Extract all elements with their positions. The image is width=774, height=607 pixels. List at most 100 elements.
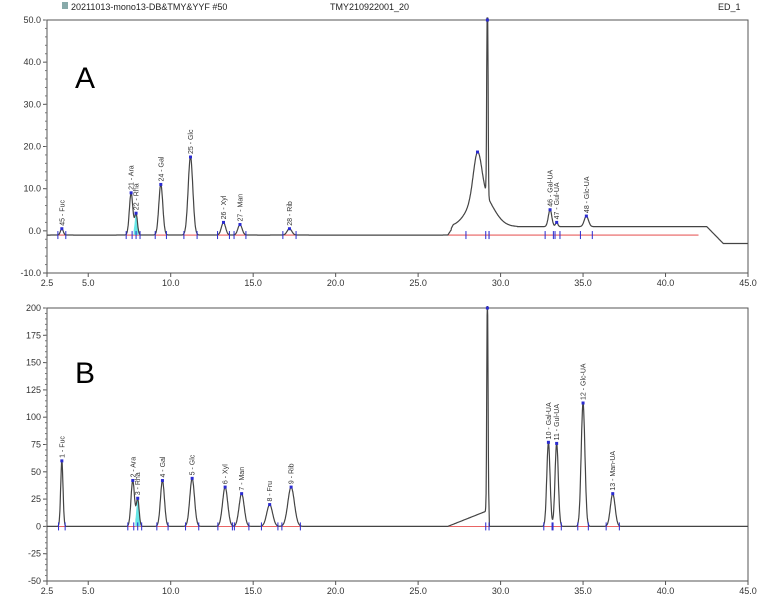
peak-label: 11 - Gul-UA <box>554 404 561 441</box>
peak-apex-marker <box>485 306 489 310</box>
chromatogram-trace <box>47 305 748 527</box>
peak-label: 6 - Xyl <box>223 464 230 484</box>
peak-label: 48 - Glc-UA <box>584 176 591 213</box>
peak-apex-marker <box>238 223 242 227</box>
peak-apex-marker <box>223 485 227 489</box>
header-sample-name: 20211013-mono13-DB&TMY&YYF #50 <box>71 2 227 12</box>
x-tick-label: 2.5 <box>41 278 54 288</box>
peak-apex-marker <box>60 459 64 463</box>
peak-fill <box>133 214 139 236</box>
x-tick-label: 15.0 <box>244 278 262 288</box>
x-tick-label: 45.0 <box>739 586 757 596</box>
x-tick-label: 20.0 <box>327 278 345 288</box>
y-tick-label: 175 <box>26 330 41 340</box>
peak-apex-marker <box>190 476 194 480</box>
peak-apex-marker <box>188 155 192 159</box>
peak-label: 10 - Gal-UA <box>546 402 553 439</box>
header-detector: ED_1 <box>718 2 741 12</box>
peak-apex-marker <box>160 479 164 483</box>
y-tick-label: -50 <box>28 576 41 586</box>
peak-apex-marker <box>240 492 244 496</box>
peak-label: 47 - Gul-UA <box>554 182 561 219</box>
peak-apex-marker <box>129 191 133 195</box>
x-tick-label: 5.0 <box>82 278 95 288</box>
peak-label: 13 - Man-UA <box>610 451 617 491</box>
peak-apex-marker <box>136 496 140 500</box>
peak-apex-marker <box>555 441 559 445</box>
peak-label: 46 - Gal-UA <box>548 169 555 206</box>
peak-label: 22 - Rha <box>134 183 141 210</box>
x-tick-label: 45.0 <box>739 278 757 288</box>
x-tick-label: 40.0 <box>657 278 675 288</box>
x-tick-label: 30.0 <box>492 278 510 288</box>
header-injection-id: TMY210922001_20 <box>330 2 409 12</box>
peak-fill <box>135 499 141 527</box>
peak-apex-marker <box>221 220 225 224</box>
peak-label: 3 - Rha <box>135 472 142 495</box>
peak-label: 21 - Ara <box>129 165 136 190</box>
x-tick-label: 25.0 <box>409 278 427 288</box>
x-tick-label: 20.0 <box>327 586 345 596</box>
y-tick-label: 125 <box>26 385 41 395</box>
peak-label: 1 - Fuc <box>59 436 66 458</box>
peak-apex-marker <box>287 227 291 231</box>
x-tick-label: 10.0 <box>162 586 180 596</box>
peak-apex-marker <box>159 182 163 186</box>
header: 20211013-mono13-DB&TMY&YYF #50 TMY210922… <box>62 2 741 12</box>
peak-apex-marker <box>581 401 585 405</box>
peak-label: 27 - Man <box>237 194 244 222</box>
peak-label: 28 - Rib <box>287 201 294 226</box>
y-tick-label: -25 <box>28 549 41 559</box>
peak-apex-marker <box>134 211 138 215</box>
x-tick-label: 30.0 <box>492 586 510 596</box>
peak-label: 26 - Xyl <box>221 195 228 219</box>
x-tick-label: 5.0 <box>82 586 95 596</box>
panel-label: A <box>75 62 95 95</box>
y-tick-label: 150 <box>26 358 41 368</box>
x-tick-label: 15.0 <box>244 586 262 596</box>
peak-apex-marker <box>555 220 559 224</box>
peak-label: 8 - Fru <box>267 481 274 502</box>
peak-label: 4 - Gal <box>160 456 167 477</box>
peak-apex-marker <box>268 503 272 507</box>
y-tick-label: 0 <box>36 521 41 531</box>
peak-apex-marker <box>60 227 64 231</box>
peak-apex-marker <box>611 492 615 496</box>
document-icon <box>62 2 68 9</box>
y-tick-label: 40.0 <box>23 57 41 67</box>
y-tick-label: 50 <box>31 467 41 477</box>
plot-frame <box>46 307 749 582</box>
x-tick-label: 10.0 <box>162 278 180 288</box>
x-tick-label: 2.5 <box>41 586 54 596</box>
y-tick-label: 100 <box>26 412 41 422</box>
y-tick-label: 0.0 <box>28 226 41 236</box>
peak-label: 25 - Glc <box>188 129 195 154</box>
peak-apex-marker <box>289 485 293 489</box>
peak-label: 5 - Glc <box>190 454 197 475</box>
peak-apex-marker <box>548 208 552 212</box>
chromatogram-trace <box>47 17 748 245</box>
y-tick-label: 50.0 <box>23 15 41 25</box>
peak-apex-marker <box>475 150 479 154</box>
x-tick-label: 35.0 <box>574 278 592 288</box>
y-tick-label: 200 <box>26 303 41 313</box>
x-tick-label: 35.0 <box>574 586 592 596</box>
y-tick-label: 10.0 <box>23 184 41 194</box>
panel-a: 2.5 5.0 10.0 15.0 20.0 25.0 30.0 35.0 40.0 45.0 50… <box>20 15 756 288</box>
peak-label: 45 - Fuc <box>59 200 66 226</box>
peak-label: 7 - Man <box>239 467 246 491</box>
peak-label: 12 - Glc-UA <box>581 363 588 400</box>
peak-label: 9 - Rib <box>289 463 296 484</box>
y-tick-label: 25 <box>31 494 41 504</box>
panel-label: B <box>75 357 95 390</box>
y-tick-label: -10.0 <box>20 268 41 278</box>
peak-apex-marker <box>485 18 489 22</box>
y-tick-label: 30.0 <box>23 99 41 109</box>
peak-label: 2 - Ara <box>130 457 137 478</box>
x-tick-label: 40.0 <box>657 586 675 596</box>
peak-apex-marker <box>584 214 588 218</box>
peak-label: 24 - Gal <box>158 156 165 181</box>
panel-b: 2.5 5.0 10.0 15.0 20.0 25.0 30.0 35.0 40.0 45.0 20… <box>26 303 757 596</box>
peak-apex-marker <box>131 478 135 482</box>
